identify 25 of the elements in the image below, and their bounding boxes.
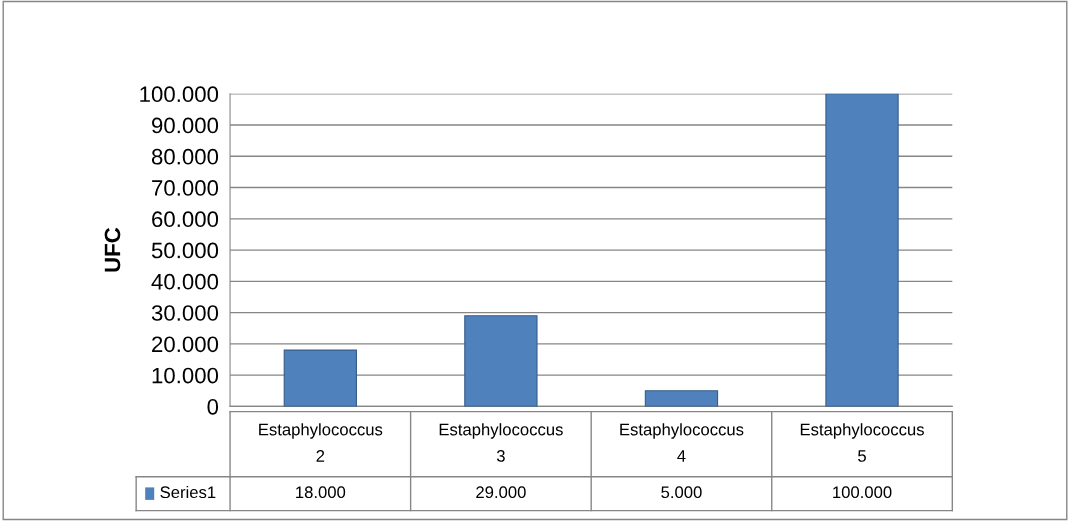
y-tick-label: 40.000 xyxy=(151,273,219,290)
y-tick-label: 100.000 xyxy=(140,86,219,103)
bar xyxy=(644,390,719,407)
y-tick-label: 70.000 xyxy=(152,180,219,196)
y-tick-label: 20.000 xyxy=(152,336,219,353)
x-tick-label: Estaphylococcus 3 xyxy=(439,423,563,462)
x-tick-label: Estaphylococcus 5 xyxy=(800,423,924,462)
x-tick-label: Estaphylococcus 2 xyxy=(259,423,383,462)
data-label: 18.000 xyxy=(296,486,346,499)
data-label: 29.000 xyxy=(476,486,526,499)
x-tick-label: Estaphylococcus 4 xyxy=(620,423,744,462)
y-tick-label: 10.000 xyxy=(152,367,219,384)
y-axis-title: UFC xyxy=(104,227,121,272)
data-label: 5.000 xyxy=(661,486,702,499)
bar xyxy=(825,93,899,407)
y-tick-label: 90.000 xyxy=(152,117,219,134)
y-tick-label: 50.000 xyxy=(151,242,219,259)
y-tick-label: 80.000 xyxy=(151,148,219,165)
bar xyxy=(464,315,538,407)
y-tick-label: 0 xyxy=(207,398,219,415)
y-tick-label: 60.000 xyxy=(152,211,219,228)
data-label: 100.000 xyxy=(833,486,892,499)
bar xyxy=(283,349,357,407)
legend-label: Series1 xyxy=(160,485,216,499)
y-tick-label: 30.000 xyxy=(151,305,219,321)
